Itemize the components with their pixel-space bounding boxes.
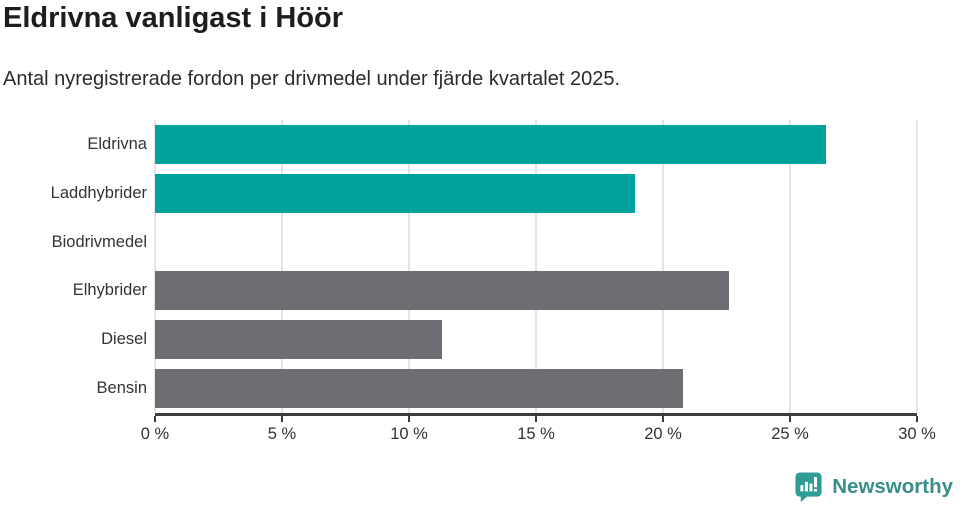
x-axis-line <box>155 413 917 416</box>
gridline <box>154 120 156 413</box>
bar-rows <box>155 120 917 413</box>
newsworthy-logo-icon <box>794 471 823 502</box>
bar-row <box>155 364 917 413</box>
gridline <box>280 120 283 413</box>
gridline <box>407 120 410 413</box>
gridline <box>535 120 537 413</box>
y-axis-label: Elhybrider <box>72 281 147 300</box>
gridline <box>916 120 918 413</box>
speech-bubble-shape <box>795 472 822 502</box>
y-axis-label: Eldrivna <box>87 134 147 153</box>
x-axis-tick-label: 20 % <box>644 425 682 443</box>
plot-area: 0 % 5 % 10 % 15 % 20 % 25 % 30 % <box>141 120 936 443</box>
chart-title: Eldrivna vanligast i Höör <box>3 2 344 34</box>
bar <box>155 124 826 164</box>
bar-row <box>155 169 917 218</box>
bar <box>155 369 684 409</box>
brand-name: Newsworthy <box>832 474 953 498</box>
y-axis-label: Diesel <box>101 330 147 349</box>
bar-chart: Eldrivna Laddhybrider Biodrivmedel Elhybrid… <box>0 120 960 455</box>
x-axis-tick <box>916 416 918 422</box>
y-axis-label: Bensin <box>96 379 147 398</box>
bar-row <box>155 266 917 315</box>
bar <box>155 271 730 311</box>
x-axis-tick <box>154 416 156 422</box>
x-axis-tick-label: 30 % <box>898 425 936 443</box>
x-axis-tick-label: 25 % <box>771 425 809 443</box>
y-axis-labels: Eldrivna Laddhybrider Biodrivmedel Elhybrid… <box>0 120 147 413</box>
x-axis-tick <box>535 416 537 422</box>
y-axis-label: Laddhybrider <box>50 183 147 202</box>
bar-row <box>155 120 917 169</box>
x-axis-tick-label: 15 % <box>517 425 555 443</box>
x-axis-tick <box>661 416 664 422</box>
x-axis-tick <box>280 416 283 422</box>
bar <box>155 173 636 213</box>
x-axis-tick-label: 5 % <box>267 425 297 443</box>
x-axis-tick-label: 0 % <box>140 425 170 443</box>
y-axis-label: Biodrivmedel <box>51 232 147 251</box>
brand-footer: Newsworthy <box>794 471 953 502</box>
gridline <box>661 120 664 413</box>
x-axis-tick <box>789 416 791 422</box>
x-axis-tick-label: 10 % <box>390 425 428 443</box>
chart-subtitle: Antal nyregistrerade fordon per drivmede… <box>3 68 621 90</box>
bar-row <box>155 218 917 267</box>
gridline <box>789 120 791 413</box>
bar-row <box>155 315 917 364</box>
x-axis-tick <box>407 416 410 422</box>
bar <box>155 320 443 360</box>
